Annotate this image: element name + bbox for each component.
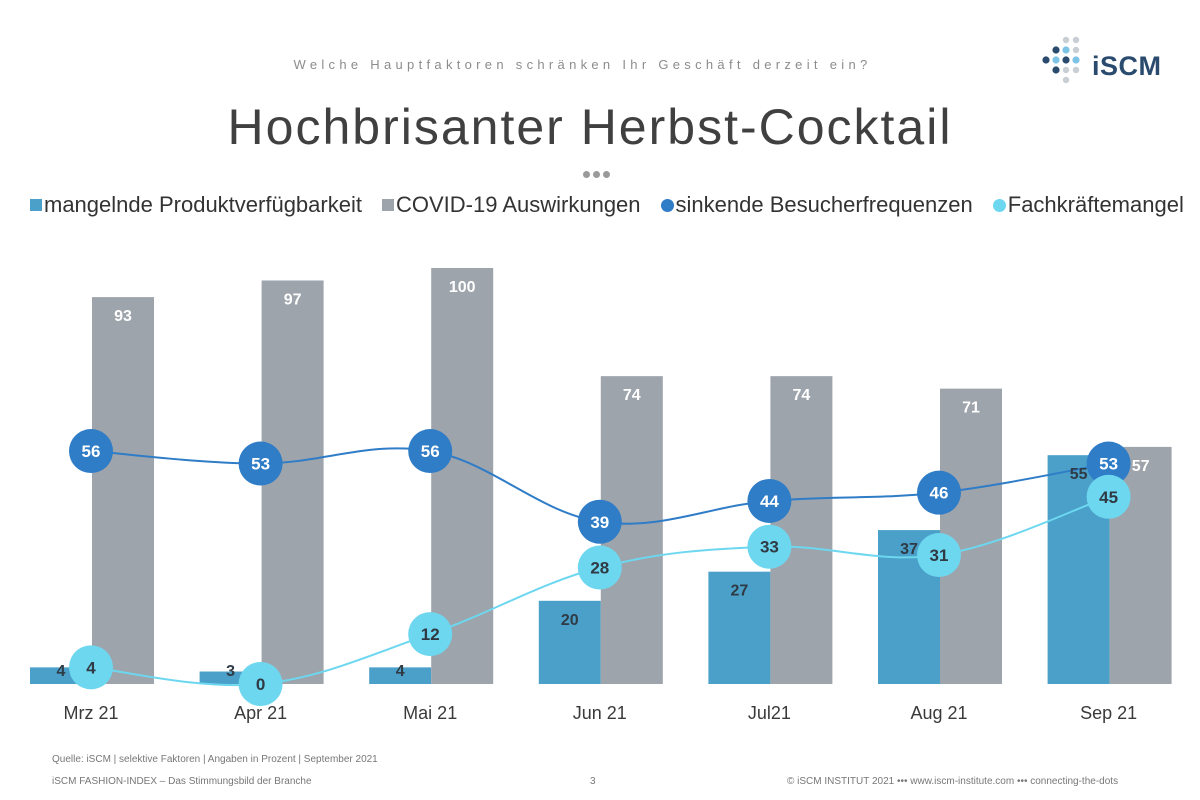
- x-tick-label: Sep 21: [1080, 703, 1137, 723]
- marker-label-skilled: 0: [256, 675, 265, 694]
- legend-item-skilled: Fachkräftemangel: [992, 192, 1184, 218]
- bar-label-product: 27: [731, 583, 749, 600]
- logo-wordmark: iSCM: [1092, 51, 1162, 81]
- footer-brand: iSCM FASHION-INDEX – Das Stimmungsbild d…: [52, 776, 312, 787]
- bar-label-product: 55: [1070, 466, 1088, 483]
- bar-product: [538, 600, 601, 684]
- marker-label-skilled: 33: [760, 538, 779, 557]
- bar-label-product: 4: [396, 663, 405, 680]
- marker-label-skilled: 28: [590, 559, 609, 578]
- marker-label-skilled: 12: [421, 625, 440, 644]
- page-number: 3: [590, 776, 596, 787]
- x-tick-label: Jul21: [748, 703, 791, 723]
- bar-covid: [431, 268, 494, 684]
- x-tick-label: Mrz 21: [63, 703, 118, 723]
- marker-label-visitors: 44: [760, 492, 779, 511]
- legend-swatch-covid: [381, 199, 394, 211]
- bar-product: [708, 571, 771, 684]
- legend-label-covid: COVID-19 Auswirkungen: [395, 192, 641, 217]
- marker-visitors: [69, 429, 113, 474]
- bar-label-covid: 97: [284, 291, 302, 308]
- x-tick-label: Jun 21: [573, 703, 627, 723]
- bar-label-covid: 71: [962, 400, 980, 417]
- bar-label-product: 20: [561, 612, 579, 629]
- page-title: Hochbrisanter Herbst-Cocktail: [227, 99, 953, 155]
- marker-skilled: [747, 524, 792, 569]
- x-tick-label: Apr 21: [234, 703, 287, 723]
- marker-visitors: [577, 499, 622, 544]
- bar-label-product: 3: [226, 663, 235, 680]
- iscm-logo-icon: [1042, 36, 1080, 84]
- combo-chart: 4 93 3 97 4 100 20 74 27 74 37 71 55 57 56 53 56 39 44 46 53…: [30, 268, 1172, 723]
- marker-visitors: [408, 429, 453, 474]
- marker-skilled: [69, 645, 113, 690]
- bar-covid: [92, 297, 154, 684]
- survey-question: Welche Hauptfaktoren schränken Ihr Gesch…: [293, 57, 872, 72]
- marker-label-skilled: 31: [930, 546, 949, 565]
- marker-visitors: [238, 441, 283, 486]
- bar-label-covid: 100: [449, 279, 476, 296]
- marker-skilled: [408, 612, 453, 657]
- marker-label-visitors: 39: [590, 513, 609, 532]
- marker-label-visitors: 46: [930, 484, 949, 503]
- marker-skilled: [577, 545, 622, 590]
- x-tick-label: Aug 21: [910, 703, 967, 723]
- bar-label-product: 37: [900, 541, 918, 558]
- chart-legend: mangelnde Produktverfügbarkeit COVID-19 …: [30, 192, 1190, 218]
- legend-swatch-skilled: [992, 198, 1006, 212]
- legend-item-visitors: sinkende Besucherfrequenzen: [660, 192, 973, 218]
- footer-copyright: © iSCM INSTITUT 2021 ••• www.iscm-instit…: [787, 776, 1119, 787]
- marker-label-skilled: 45: [1099, 488, 1118, 507]
- legend-label-skilled: Fachkräftemangel: [1007, 192, 1184, 217]
- legend-label-product: mangelnde Produktverfügbarkeit: [44, 192, 362, 217]
- marker-skilled: [238, 662, 283, 706]
- marker-visitors: [917, 470, 961, 515]
- legend-label-visitors: sinkende Besucherfrequenzen: [675, 192, 973, 217]
- bar-label-product: 4: [57, 663, 66, 680]
- source-note: Quelle: iSCM | selektive Faktoren | Anga…: [52, 754, 378, 765]
- bar-label-covid: 57: [1132, 458, 1150, 475]
- marker-label-visitors: 56: [421, 442, 440, 461]
- marker-skilled: [917, 533, 961, 578]
- marker-visitors: [1086, 441, 1131, 486]
- marker-label-visitors: 53: [1099, 455, 1118, 474]
- legend-swatch-visitors: [660, 198, 674, 212]
- title-dots-decoration: [583, 165, 613, 183]
- bar-label-covid: 93: [114, 308, 132, 325]
- marker-label-visitors: 53: [251, 455, 270, 474]
- bar-label-covid: 74: [623, 387, 641, 404]
- marker-visitors: [747, 478, 792, 523]
- bar-product: [369, 667, 432, 684]
- marker-label-skilled: 4: [86, 658, 96, 677]
- legend-swatch-product: [30, 199, 42, 211]
- marker-label-visitors: 56: [82, 442, 101, 461]
- legend-item-covid: COVID-19 Auswirkungen: [381, 192, 641, 218]
- bar-label-covid: 74: [793, 387, 811, 404]
- x-tick-label: Mai 21: [403, 703, 457, 723]
- legend-item-product: mangelnde Produktverfügbarkeit: [30, 192, 362, 218]
- marker-skilled: [1086, 474, 1131, 519]
